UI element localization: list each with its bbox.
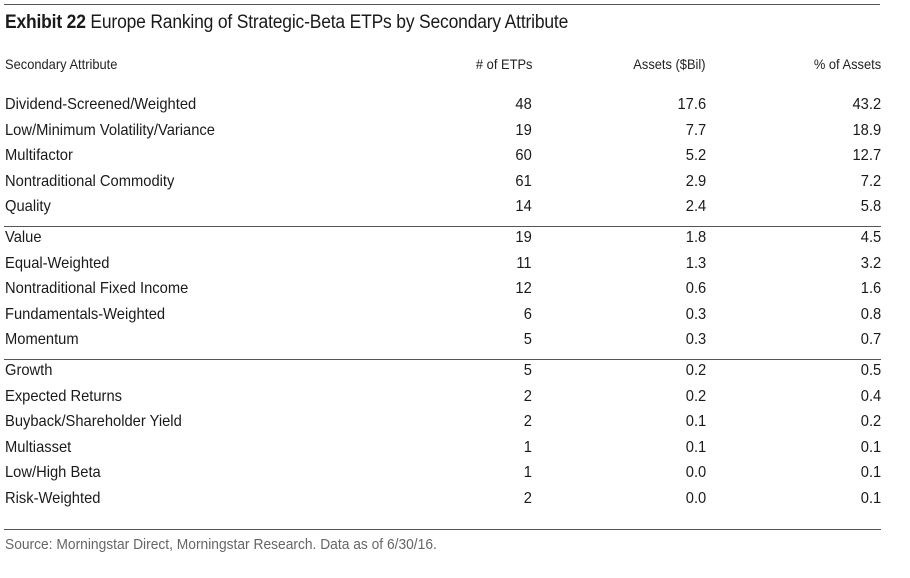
cell-assets: 0.1 (685, 413, 706, 431)
cell-attribute: Buyback/Shareholder Yield (5, 413, 182, 431)
cell-attribute: Momentum (5, 331, 79, 349)
cell-attribute: Expected Returns (5, 387, 123, 405)
cell-assets: 5.2 (685, 147, 706, 165)
cell-etps: 11 (516, 254, 532, 272)
cell-percent: 3.2 (860, 254, 881, 272)
cell-assets: 0.1 (685, 438, 706, 456)
cell-etps: 12 (515, 280, 532, 298)
cell-attribute: Equal-Weighted (5, 254, 110, 272)
cell-attribute: Multifactor (5, 147, 73, 165)
table-row: Low/High Beta 1 0.0 0.1 (4, 464, 881, 490)
cell-percent: 4.5 (860, 229, 881, 246)
cell-attribute: Multiasset (5, 438, 72, 456)
cell-assets: 0.2 (685, 362, 706, 379)
cell-percent: 12.7 (852, 147, 881, 165)
cell-assets: 17.6 (677, 96, 706, 113)
cell-assets: 2.9 (685, 172, 706, 190)
row-group: Growth 5 0.2 0.5 Expected Returns 2 0.2 0.4 Buyb… (4, 362, 881, 516)
cell-assets: 2.4 (685, 198, 706, 216)
table-row: Multiasset 1 0.1 0.1 (4, 439, 881, 465)
table-row: Multifactor 60 5.2 12.7 (4, 147, 881, 173)
table-row: Momentum 5 0.3 0.7 (4, 331, 881, 357)
cell-etps: 19 (515, 229, 532, 246)
cell-etps: 1 (523, 438, 532, 456)
row-group: Value 19 1.8 4.5 Equal-Weighted 11 1.3 3.2 Nontr… (4, 229, 881, 357)
table-row: Nontraditional Commodity 61 2.9 7.2 (4, 173, 881, 199)
cell-attribute: Risk-Weighted (5, 489, 101, 507)
table-row: Risk-Weighted 2 0.0 0.1 (4, 490, 881, 516)
column-header-percent: % of Assets (813, 56, 881, 72)
cell-assets: 0.3 (685, 331, 706, 349)
cell-etps: 5 (523, 362, 532, 379)
cell-etps: 61 (515, 172, 532, 190)
table-row: Low/Minimum Volatility/Variance 19 7.7 18.9 (4, 122, 881, 148)
cell-percent: 0.7 (860, 331, 881, 349)
cell-assets: 0.2 (685, 387, 706, 405)
cell-attribute: Growth (5, 362, 53, 379)
row-group: Dividend-Screened/Weighted 48 17.6 43.2 Low/… (4, 96, 881, 224)
cell-etps: 60 (515, 147, 532, 165)
cell-etps: 48 (515, 96, 532, 113)
group-divider (4, 226, 881, 227)
cell-assets: 0.3 (685, 305, 706, 323)
cell-attribute: Quality (5, 198, 51, 216)
table-row: Fundamentals-Weighted 6 0.3 0.8 (4, 306, 881, 332)
cell-attribute: Low/Minimum Volatility/Variance (5, 121, 215, 139)
table-row: Quality 14 2.4 5.8 (4, 198, 881, 224)
cell-assets: 7.7 (685, 121, 706, 139)
exhibit-label: Exhibit 22 (5, 12, 86, 33)
cell-assets: 0.0 (685, 489, 706, 507)
table-header: Secondary Attribute # of ETPs Assets ($B… (4, 56, 881, 76)
source-note: Source: Morningstar Direct, Morningstar … (5, 536, 437, 553)
cell-attribute: Dividend-Screened/Weighted (5, 96, 197, 113)
exhibit-title: Exhibit 22 Europe Ranking of Strategic-B… (5, 12, 568, 34)
cell-percent: 0.1 (860, 438, 881, 456)
cell-assets: 0.0 (685, 464, 706, 482)
table-row: Dividend-Screened/Weighted 48 17.6 43.2 (4, 96, 881, 122)
cell-percent: 0.4 (860, 387, 881, 405)
group-divider (4, 359, 881, 360)
column-header-assets: Assets ($Bil) (633, 56, 706, 72)
cell-percent: 0.1 (860, 489, 881, 507)
cell-percent: 1.6 (860, 280, 881, 298)
cell-etps: 19 (515, 121, 532, 139)
cell-attribute: Value (5, 229, 42, 246)
column-header-etps: # of ETPs (475, 56, 532, 72)
table-row: Value 19 1.8 4.5 (4, 229, 881, 255)
bottom-rule (4, 529, 881, 530)
top-rule (4, 4, 880, 5)
cell-attribute: Fundamentals-Weighted (5, 305, 166, 323)
cell-etps: 2 (523, 413, 532, 431)
cell-percent: 0.5 (860, 362, 881, 379)
cell-percent: 7.2 (860, 172, 881, 190)
exhibit-title-text: Europe Ranking of Strategic-Beta ETPs by… (90, 12, 569, 33)
cell-assets: 1.8 (685, 229, 706, 246)
cell-assets: 1.3 (685, 254, 706, 272)
cell-etps: 2 (523, 387, 532, 405)
cell-etps: 2 (523, 489, 532, 507)
cell-percent: 43.2 (852, 96, 881, 113)
cell-percent: 18.9 (852, 121, 881, 139)
table-row: Expected Returns 2 0.2 0.4 (4, 388, 881, 414)
cell-percent: 0.2 (860, 413, 881, 431)
cell-attribute: Low/High Beta (5, 464, 101, 482)
table-row: Equal-Weighted 11 1.3 3.2 (4, 255, 881, 281)
cell-etps: 1 (523, 464, 532, 482)
cell-etps: 6 (523, 305, 532, 323)
cell-etps: 5 (523, 331, 532, 349)
table-row: Nontraditional Fixed Income 12 0.6 1.6 (4, 280, 881, 306)
cell-percent: 0.1 (860, 464, 881, 482)
cell-assets: 0.6 (685, 280, 706, 298)
cell-percent: 5.8 (860, 198, 881, 216)
column-header-attribute: Secondary Attribute (5, 56, 118, 72)
cell-percent: 0.8 (860, 305, 881, 323)
cell-attribute: Nontraditional Fixed Income (5, 280, 189, 298)
cell-etps: 14 (515, 198, 532, 216)
cell-attribute: Nontraditional Commodity (5, 172, 175, 190)
table-row: Buyback/Shareholder Yield 2 0.1 0.2 (4, 413, 881, 439)
table-row: Growth 5 0.2 0.5 (4, 362, 881, 388)
